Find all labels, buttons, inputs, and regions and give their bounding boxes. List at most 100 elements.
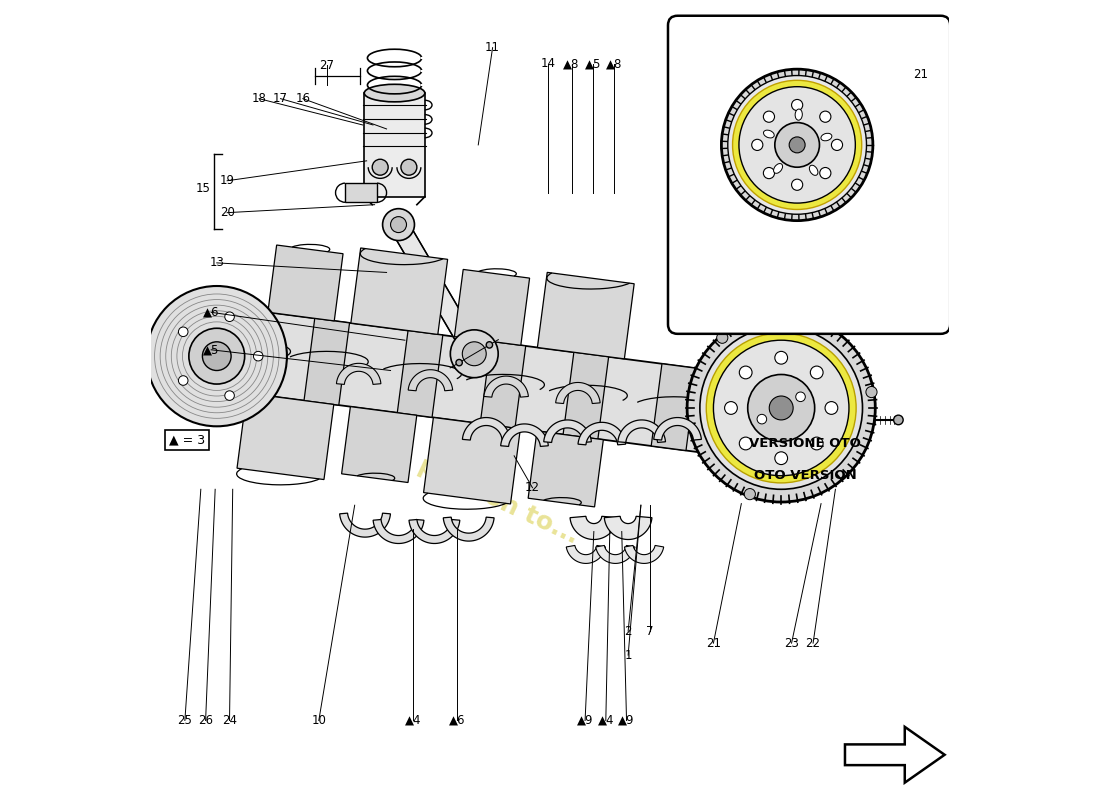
Polygon shape <box>304 318 350 405</box>
Ellipse shape <box>821 134 832 141</box>
Polygon shape <box>340 513 390 537</box>
Text: 7: 7 <box>646 625 653 638</box>
Circle shape <box>751 139 763 150</box>
Text: ▲6: ▲6 <box>202 306 219 319</box>
Circle shape <box>372 159 388 175</box>
FancyBboxPatch shape <box>668 16 950 334</box>
Polygon shape <box>500 424 548 446</box>
Text: ▲9: ▲9 <box>576 714 593 727</box>
Polygon shape <box>409 519 460 543</box>
Circle shape <box>825 402 838 414</box>
Text: 19: 19 <box>220 174 234 187</box>
Polygon shape <box>563 352 608 439</box>
Text: 1: 1 <box>625 649 631 662</box>
Circle shape <box>739 437 752 450</box>
Text: 17: 17 <box>273 92 288 105</box>
Text: 20: 20 <box>220 206 234 219</box>
Circle shape <box>85 350 97 362</box>
Polygon shape <box>227 308 272 395</box>
Circle shape <box>739 366 752 379</box>
Polygon shape <box>424 418 520 504</box>
Text: VERSIONE OTO: VERSIONE OTO <box>749 438 861 450</box>
Polygon shape <box>596 546 635 563</box>
Circle shape <box>763 111 774 122</box>
Ellipse shape <box>763 130 774 138</box>
Circle shape <box>717 332 728 343</box>
Polygon shape <box>342 406 417 482</box>
Polygon shape <box>538 272 635 359</box>
Circle shape <box>745 489 756 500</box>
Circle shape <box>757 414 767 424</box>
Circle shape <box>224 390 234 400</box>
Text: 18: 18 <box>252 92 266 105</box>
Text: ▲ = 3: ▲ = 3 <box>169 434 205 446</box>
Ellipse shape <box>773 163 782 174</box>
Circle shape <box>146 286 287 426</box>
Text: 15: 15 <box>196 182 210 195</box>
Circle shape <box>792 99 803 110</box>
Polygon shape <box>373 519 424 543</box>
Circle shape <box>450 330 498 378</box>
Text: OTO VERSION: OTO VERSION <box>754 470 857 482</box>
Text: a passion to...: a passion to... <box>390 442 582 549</box>
Circle shape <box>462 342 486 366</box>
Polygon shape <box>543 420 592 442</box>
Circle shape <box>390 217 407 233</box>
Text: 21: 21 <box>706 637 721 650</box>
Circle shape <box>792 179 803 190</box>
Polygon shape <box>390 220 483 358</box>
Text: 23: 23 <box>784 637 799 650</box>
Text: 11: 11 <box>485 41 501 54</box>
Polygon shape <box>625 546 663 563</box>
Polygon shape <box>408 370 453 390</box>
Text: ▲9: ▲9 <box>618 714 635 727</box>
Ellipse shape <box>795 109 802 120</box>
Circle shape <box>383 209 415 241</box>
Circle shape <box>774 351 788 364</box>
Text: 21: 21 <box>913 68 928 82</box>
Circle shape <box>811 366 823 379</box>
Circle shape <box>763 167 774 178</box>
Text: 14: 14 <box>541 57 556 70</box>
Polygon shape <box>845 727 945 782</box>
Circle shape <box>893 415 903 425</box>
Polygon shape <box>481 342 526 428</box>
Text: ▲4: ▲4 <box>405 714 421 727</box>
Circle shape <box>722 69 873 221</box>
Text: 13: 13 <box>209 256 224 270</box>
Circle shape <box>832 139 843 150</box>
Circle shape <box>769 396 793 420</box>
Text: 16: 16 <box>296 92 310 105</box>
Text: 24: 24 <box>222 714 236 727</box>
Circle shape <box>178 327 188 337</box>
Text: 10: 10 <box>311 714 327 727</box>
Polygon shape <box>566 546 605 563</box>
Text: 22: 22 <box>805 637 821 650</box>
Circle shape <box>486 342 493 348</box>
Circle shape <box>748 374 815 442</box>
Polygon shape <box>462 418 510 440</box>
Polygon shape <box>345 183 377 202</box>
Circle shape <box>774 122 820 167</box>
Polygon shape <box>528 431 603 507</box>
Circle shape <box>706 333 856 483</box>
Polygon shape <box>651 364 696 450</box>
Text: ▲6: ▲6 <box>449 714 465 727</box>
Circle shape <box>820 167 830 178</box>
Polygon shape <box>351 248 448 334</box>
Text: 27: 27 <box>319 58 334 72</box>
Text: ▲5: ▲5 <box>585 57 602 70</box>
Circle shape <box>714 340 849 476</box>
Circle shape <box>178 376 188 386</box>
Text: 26: 26 <box>198 714 213 727</box>
Circle shape <box>866 386 877 398</box>
Circle shape <box>189 328 244 384</box>
Circle shape <box>725 402 737 414</box>
Polygon shape <box>556 382 601 403</box>
Polygon shape <box>570 516 618 539</box>
Polygon shape <box>604 516 652 539</box>
Polygon shape <box>618 420 666 442</box>
Text: ▲5: ▲5 <box>204 343 219 356</box>
Polygon shape <box>443 517 494 541</box>
Polygon shape <box>578 422 626 445</box>
